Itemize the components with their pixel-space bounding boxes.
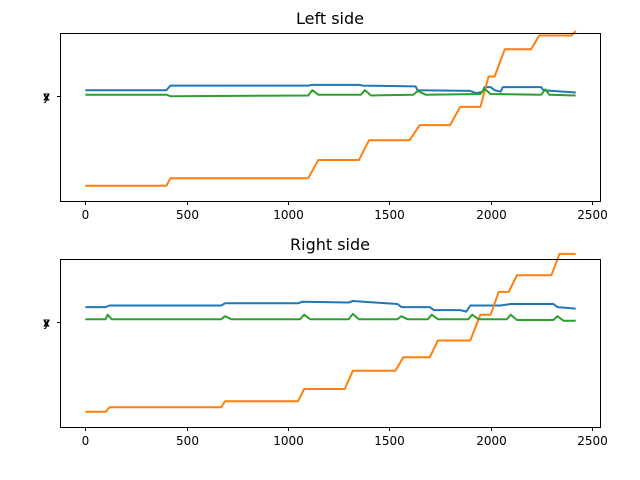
right-side-series-1-line (85, 300, 576, 313)
right-side-x-tick-label-2000: 2000 (476, 434, 507, 448)
right-side-panel: Right side 0 500 1000 1500 2000 2500 xyz (43, 235, 608, 448)
left-side-series-2-line (85, 30, 577, 187)
left-side-x-tick-label-1500: 1500 (374, 208, 405, 222)
left-side-x-tick-label-2000: 2000 (476, 208, 507, 222)
left-side-plot-frame (60, 33, 601, 202)
left-side-plot-lines (85, 30, 577, 187)
left-side-y-tick-label-x: x (43, 90, 50, 104)
right-side-x-tick-label-1500: 1500 (374, 434, 405, 448)
left-side-x-tick-label-500: 500 (176, 208, 199, 222)
right-side-x-ticks: 0 500 1000 1500 2000 2500 (82, 427, 608, 448)
left-side-panel: Left side 0 500 1000 1500 2000 2500 xyz (43, 9, 608, 222)
left-side-y-tick-label-y: y (43, 90, 50, 104)
right-side-y-tick-label-z: z (44, 316, 50, 330)
right-side-title: Right side (290, 235, 370, 254)
right-side-x-tick-label-1000: 1000 (273, 434, 304, 448)
left-side-series-1-line (85, 83, 576, 95)
left-side-x-tick-label-2500: 2500 (577, 208, 608, 222)
right-side-x-tick-label-0: 0 (82, 434, 90, 448)
right-side-series-3-line (85, 312, 576, 322)
left-side-title: Left side (296, 9, 364, 28)
left-side-x-ticks: 0 500 1000 1500 2000 2500 (82, 201, 608, 222)
left-side-x-tick-label-0: 0 (82, 208, 90, 222)
left-side-x-tick-label-1000: 1000 (273, 208, 304, 222)
right-side-y-ticks: xyz (43, 316, 61, 330)
right-side-y-tick-label-y: y (43, 316, 50, 330)
right-side-x-tick-label-2500: 2500 (577, 434, 608, 448)
right-side-x-tick-label-500: 500 (176, 434, 199, 448)
right-side-plot-lines (85, 252, 576, 413)
right-side-y-tick-label-x: x (43, 316, 50, 330)
right-side-series-2-line (85, 252, 576, 413)
left-side-y-ticks: xyz (43, 90, 61, 104)
right-side-plot-frame (60, 259, 601, 428)
left-side-y-tick-label-z: z (44, 90, 50, 104)
left-side-series-3-line (85, 87, 576, 98)
